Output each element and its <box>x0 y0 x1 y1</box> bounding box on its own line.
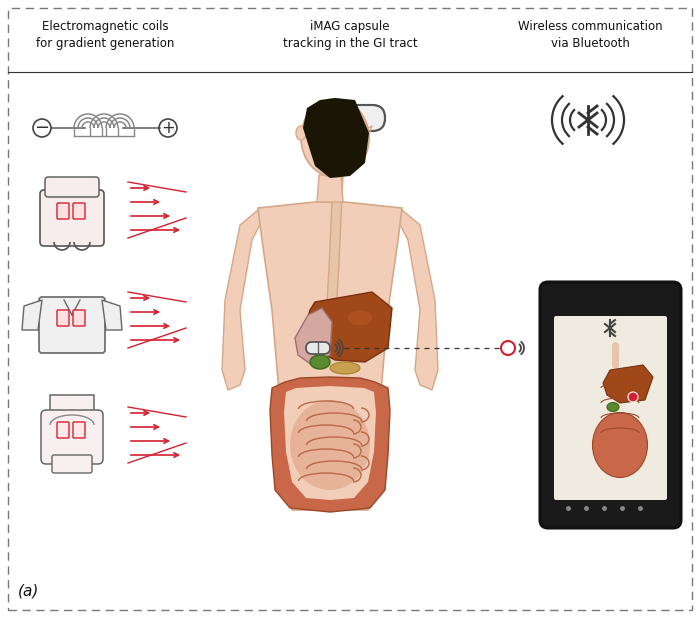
FancyBboxPatch shape <box>40 190 104 246</box>
FancyBboxPatch shape <box>554 316 667 500</box>
FancyBboxPatch shape <box>315 105 385 131</box>
Text: (a): (a) <box>18 583 39 598</box>
Polygon shape <box>305 292 392 362</box>
Text: Electromagnetic coils
for gradient generation: Electromagnetic coils for gradient gener… <box>36 20 174 50</box>
Polygon shape <box>603 365 653 403</box>
Polygon shape <box>270 377 390 512</box>
FancyBboxPatch shape <box>52 455 92 473</box>
FancyBboxPatch shape <box>350 105 385 131</box>
Text: −: − <box>34 119 50 137</box>
Polygon shape <box>102 300 122 330</box>
Polygon shape <box>284 386 376 500</box>
Ellipse shape <box>607 402 619 412</box>
FancyBboxPatch shape <box>73 203 85 219</box>
FancyBboxPatch shape <box>595 299 625 313</box>
FancyBboxPatch shape <box>315 105 350 131</box>
FancyBboxPatch shape <box>57 310 69 326</box>
Circle shape <box>628 392 638 402</box>
Ellipse shape <box>290 400 370 490</box>
Ellipse shape <box>330 362 360 374</box>
Ellipse shape <box>296 126 306 140</box>
FancyBboxPatch shape <box>45 177 99 197</box>
FancyBboxPatch shape <box>540 282 681 528</box>
FancyBboxPatch shape <box>306 342 330 354</box>
Ellipse shape <box>310 355 330 369</box>
Polygon shape <box>295 308 332 365</box>
Bar <box>50 395 94 417</box>
Circle shape <box>501 341 515 355</box>
FancyBboxPatch shape <box>39 297 105 353</box>
Ellipse shape <box>592 412 648 478</box>
FancyBboxPatch shape <box>73 422 85 438</box>
Text: Wireless communication
via Bluetooth: Wireless communication via Bluetooth <box>518 20 662 50</box>
Polygon shape <box>303 98 369 178</box>
Text: +: + <box>161 119 175 137</box>
Polygon shape <box>258 202 402 510</box>
FancyBboxPatch shape <box>57 422 69 438</box>
Polygon shape <box>395 210 438 390</box>
Polygon shape <box>317 175 343 202</box>
FancyBboxPatch shape <box>41 410 103 464</box>
Polygon shape <box>22 300 42 330</box>
Text: iMAG capsule
tracking in the GI tract: iMAG capsule tracking in the GI tract <box>283 20 417 50</box>
Polygon shape <box>222 210 265 390</box>
Ellipse shape <box>347 310 372 326</box>
FancyBboxPatch shape <box>57 203 69 219</box>
FancyBboxPatch shape <box>73 310 85 326</box>
Ellipse shape <box>301 99 369 177</box>
